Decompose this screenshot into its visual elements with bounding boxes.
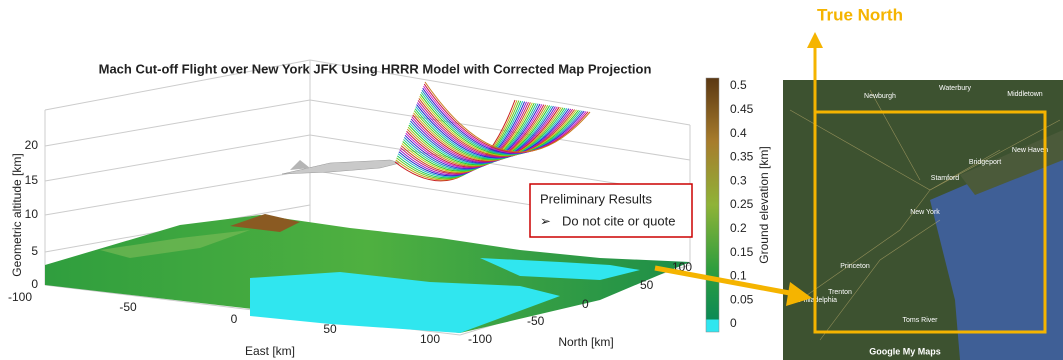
map-place: New Haven: [1012, 147, 1048, 154]
map-place: Stamford: [931, 175, 960, 182]
colorbar-tick-label: 0: [730, 316, 737, 330]
y-axis-label: North [km]: [558, 335, 613, 349]
colorbar-tick-label: 0.1: [730, 269, 747, 283]
colorbar-tick-label: 0.2: [730, 221, 747, 235]
colorbar: [705, 77, 720, 333]
colorbar-tick-label: 0.4: [730, 126, 747, 140]
pointer-arrow-head: [786, 282, 812, 306]
map-heading: True North: [817, 5, 903, 24]
ray-path: [420, 91, 581, 155]
map-place: Philadelphia: [799, 297, 837, 304]
z-tick-label: 5: [31, 244, 38, 258]
y-tick-label: -50: [527, 314, 545, 328]
colorbar-label: Ground elevation [km]: [757, 146, 771, 263]
ray-path: [419, 96, 577, 156]
terrain: [45, 214, 690, 333]
notice-item: Do not cite or quote: [562, 213, 675, 228]
north-arrow-head: [807, 32, 823, 48]
map-place: Bridgeport: [969, 159, 1001, 166]
x-tick-label: 0: [231, 312, 238, 326]
ray-path: [423, 85, 587, 154]
colorbar-tick-label: 0.35: [730, 150, 754, 164]
map-place: Newburgh: [864, 93, 896, 100]
notice-bullet: ➢: [540, 213, 551, 228]
y-tick-label: 50: [640, 278, 654, 292]
z-tick-label: 20: [25, 138, 39, 152]
map-place: Princeton: [840, 263, 870, 270]
z-tick-label: 0: [31, 277, 38, 291]
map-place: Waterbury: [939, 85, 972, 92]
ray-path: [423, 83, 589, 154]
colorbar-tick-label: 0.05: [730, 292, 754, 306]
map-credit: Google My Maps: [869, 346, 941, 356]
x-axis-label: East [km]: [245, 344, 295, 358]
colorbar-tick-label: 0.3: [730, 173, 747, 187]
map-place: Middletown: [1007, 91, 1043, 98]
ray-path: [422, 87, 585, 154]
ray-path: [418, 98, 576, 157]
aircraft: [281, 159, 401, 175]
z-tick-label: 10: [25, 207, 39, 221]
notice-title: Preliminary Results: [540, 191, 652, 206]
colorbar-tick-label: 0.15: [730, 245, 754, 259]
x-tick-label: -50: [119, 300, 137, 314]
z-tick-label: 15: [25, 173, 39, 187]
colorbar-tick-label: 0.5: [730, 78, 747, 92]
map: [783, 80, 1063, 360]
x-tick-label: 100: [420, 332, 440, 346]
ray-paths: [394, 81, 591, 182]
map-frame: [813, 110, 1047, 334]
pointer-arrow: [654, 265, 796, 297]
colorbar-tick-label: 0.45: [730, 102, 754, 116]
z-axis-label: Geometric altitude [km]: [10, 153, 24, 276]
map-place: Trenton: [828, 289, 852, 296]
notice-box: [529, 183, 693, 238]
ray-path: [419, 94, 579, 156]
x-tick-label: 50: [323, 322, 337, 336]
map-place: New York: [910, 209, 940, 216]
map-place: Toms River: [902, 317, 938, 324]
colorbar-tick-label: 0.25: [730, 197, 754, 211]
ray-path: [424, 81, 591, 153]
plot-title: Mach Cut-off Flight over New York JFK Us…: [99, 61, 652, 76]
y-tick-label: -100: [468, 332, 492, 346]
x-tick-label: -100: [8, 290, 32, 304]
ray-path: [421, 89, 583, 155]
y-tick-label: 0: [582, 297, 589, 311]
